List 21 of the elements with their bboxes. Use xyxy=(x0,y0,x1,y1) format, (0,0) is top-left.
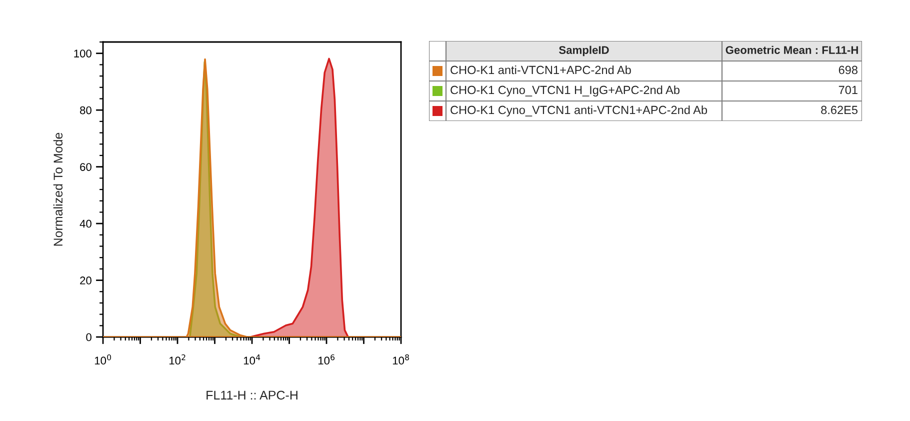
legend-title: SampleID xyxy=(559,46,609,56)
text: 8.62E5 xyxy=(821,106,858,114)
y-tick-label: 0 xyxy=(86,333,92,342)
text: 698 xyxy=(838,66,858,74)
x-tick-label: 10$^{4}$ xyxy=(244,354,260,365)
y-tick-label: 40 xyxy=(80,220,92,228)
legend-label: CHO-K1 anti-VTCN1+APC-2nd Ab xyxy=(450,66,631,74)
y-tick-label: 100 xyxy=(74,50,92,58)
x-tick-label: 10$^{8}$ xyxy=(392,354,409,365)
y-tick-label: 80 xyxy=(80,106,92,114)
legend-label: CHO-K1 Cyno_VTCN1 H_IgG+APC-2nd Ab xyxy=(450,86,680,97)
y-axis-title: Normalized To Mode xyxy=(53,132,63,246)
x-tick-label: 10$^{2}$ xyxy=(169,354,186,365)
text: 701 xyxy=(838,86,858,94)
y-tick-label: 20 xyxy=(80,276,92,284)
legend-label: CHO-K1 Cyno_VTCN1 anti-VTCN1+APC-2nd Ab xyxy=(450,106,708,117)
y-tick-label: 60 xyxy=(80,163,92,171)
x-tick-label: 10$^{6}$ xyxy=(318,354,335,365)
x-tick-label: 10$^{0}$ xyxy=(94,354,112,365)
x-axis-title: FL11-H :: APC-H xyxy=(206,390,298,400)
text: Geometric Mean : FL11-H xyxy=(726,46,858,54)
